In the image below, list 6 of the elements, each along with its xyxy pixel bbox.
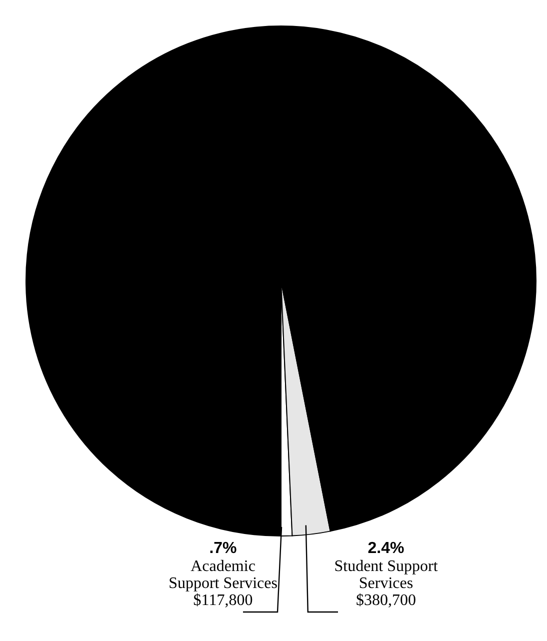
slice-label: Student Support Services [334, 558, 438, 592]
data-label: .7% [209, 540, 237, 557]
data-label: 2.4% [368, 540, 404, 557]
text: $117,800 [193, 592, 253, 609]
slice-label: Academic Support Services [168, 558, 278, 592]
text: $380,700 [356, 592, 416, 609]
